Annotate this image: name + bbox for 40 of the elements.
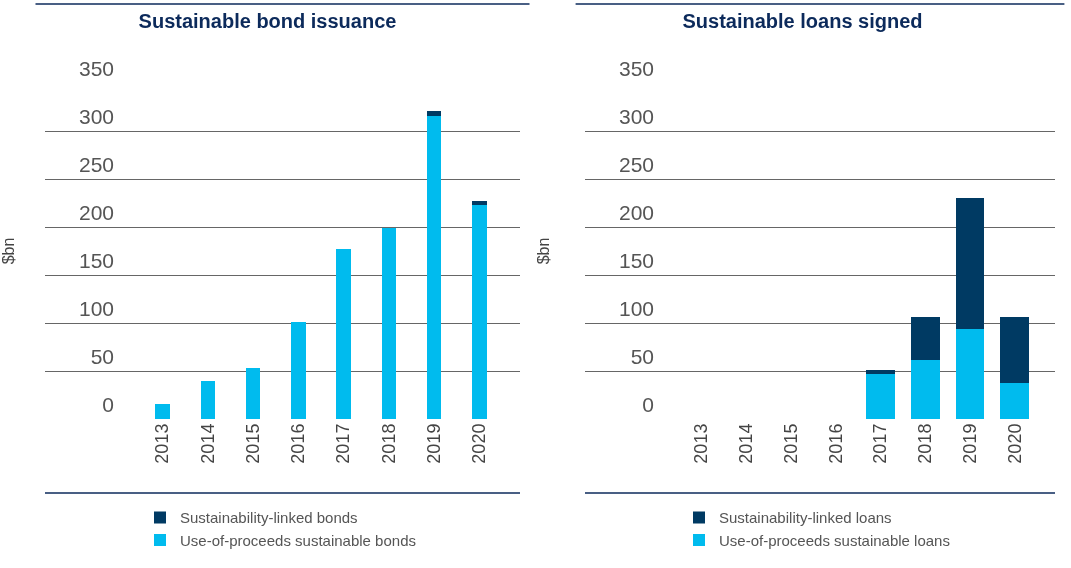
- y-tick-label: 350: [78, 56, 114, 80]
- y-tick-label: 300: [618, 104, 654, 128]
- chart-title: Sustainable loans signed: [682, 10, 923, 33]
- x-tick-label: 2017: [870, 423, 891, 464]
- legend-label: Use-of-proceeds sustainable bonds: [180, 531, 416, 549]
- y-tick-label: 350: [618, 56, 654, 80]
- legend-label: Sustainability-linked bonds: [180, 509, 358, 527]
- y-tick-label: 150: [618, 248, 654, 272]
- x-tick-label: 2015: [780, 423, 801, 464]
- y-tick-label: 0: [642, 392, 654, 416]
- x-tick-label: 2018: [378, 423, 399, 464]
- y-tick-label: 0: [102, 392, 114, 416]
- y-tick-label: 300: [78, 104, 114, 128]
- x-tick-label: 2013: [691, 423, 712, 464]
- x-tick-label: 2020: [469, 423, 490, 464]
- x-tick-label: 2015: [242, 423, 263, 464]
- y-tick-label: 100: [78, 296, 114, 320]
- x-tick-label: 2016: [288, 423, 309, 464]
- x-tick-label: 2013: [152, 423, 173, 464]
- legend-label: Use-of-proceeds sustainable loans: [719, 531, 950, 549]
- y-tick-label: 200: [78, 200, 114, 224]
- x-tick-label: 2019: [423, 423, 444, 464]
- y-tick-label: 150: [78, 248, 114, 272]
- y-axis-title: $bn: [0, 237, 17, 265]
- y-tick-label: 200: [618, 200, 654, 224]
- legend-label: Sustainability-linked loans: [719, 509, 892, 527]
- x-tick-label: 2014: [197, 423, 218, 464]
- x-tick-label: 2016: [825, 423, 846, 464]
- x-tick-label: 2020: [1004, 423, 1025, 464]
- y-tick-label: 250: [618, 152, 654, 176]
- y-tick-label: 250: [78, 152, 114, 176]
- x-tick-label: 2017: [333, 423, 354, 464]
- x-tick-label: 2018: [915, 423, 936, 464]
- y-tick-label: 50: [90, 344, 114, 368]
- y-tick-label: 50: [630, 344, 654, 368]
- x-tick-label: 2014: [735, 423, 756, 464]
- y-axis-title: $bn: [535, 237, 552, 265]
- chart-title: Sustainable bond issuance: [138, 10, 397, 33]
- y-tick-label: 100: [618, 296, 654, 320]
- x-tick-label: 2019: [959, 423, 980, 464]
